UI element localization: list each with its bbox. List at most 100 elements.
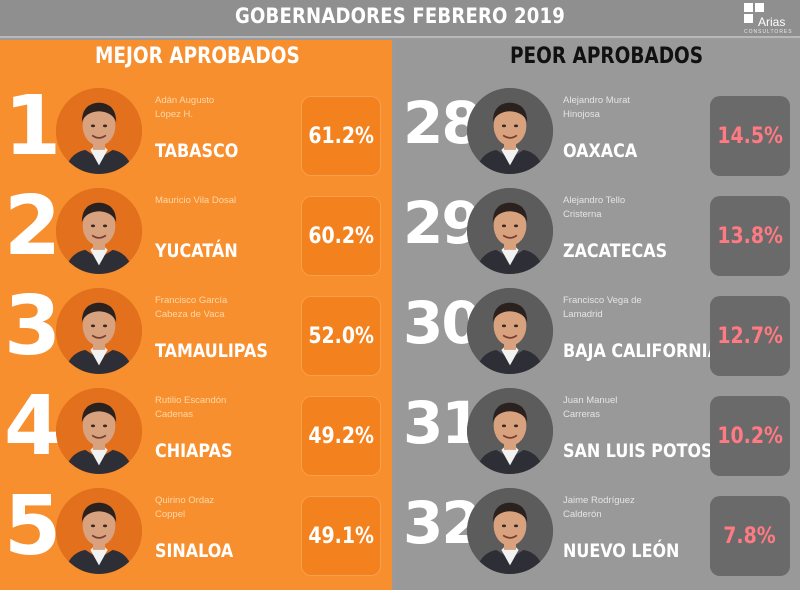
governor-name-line2: Lamadrid (563, 308, 603, 320)
governor-name-line1: Francisco García (155, 295, 228, 306)
logo-mark-icon (744, 3, 766, 25)
state-name: OAXACA (563, 140, 638, 162)
governor-photo (56, 488, 142, 574)
best-approved-panel: MEJOR APROBADOS 1 Adán Augusto López H. TAB… (0, 40, 392, 590)
state-name: SINALOA (155, 540, 234, 562)
governor-photo (467, 288, 553, 374)
approval-box: 60.2% (301, 196, 381, 276)
governor-name-line2: López H. (155, 108, 194, 120)
governor-name: Alejandro Murat Hinojosa (563, 94, 630, 122)
header-bar: GOBERNADORES FEBRERO 2019 Arias CONSULTO… (0, 0, 800, 38)
governor-name: Jaime Rodríguez Calderón (563, 494, 635, 522)
governor-photo (56, 88, 142, 174)
governor-photo (467, 188, 553, 274)
page-title: GOBERNADORES FEBRERO 2019 (235, 4, 565, 28)
governor-photo (56, 288, 142, 374)
approval-percentage: 49.1% (308, 523, 374, 549)
approval-percentage: 14.5% (717, 123, 783, 149)
rank-number: 1 (4, 79, 62, 174)
governor-name-line1: Francisco Vega de (563, 295, 642, 306)
governor-name: Adán Augusto López H. (155, 94, 214, 122)
governor-name-line2: Cristerna (563, 208, 602, 220)
state-name: TAMAULIPAS (155, 340, 268, 362)
governor-name-line1: Alejandro Murat (563, 95, 631, 106)
approval-percentage: 12.7% (717, 323, 783, 349)
governor-portrait-icon (467, 188, 553, 274)
approval-box: 10.2% (710, 396, 790, 476)
governor-name-line2: Cabeza de Vaca (155, 308, 225, 320)
governor-photo (467, 88, 553, 174)
state-name: CHIAPAS (155, 440, 233, 462)
approval-box: 49.2% (301, 396, 381, 476)
logo-text: Arias (758, 15, 786, 29)
governor-portrait-icon (56, 188, 142, 274)
governor-portrait-icon (56, 388, 142, 474)
governor-portrait-icon (56, 488, 142, 574)
governor-portrait-icon (56, 288, 142, 374)
governor-photo (467, 488, 553, 574)
approval-box: 7.8% (710, 496, 790, 576)
state-name: NUEVO LEÓN (563, 540, 680, 562)
governor-name-line1: Mauricio Vila Dosal (155, 195, 237, 206)
governor-portrait-icon (467, 388, 553, 474)
approval-percentage: 10.2% (717, 423, 783, 449)
governor-name-line1: Alejandro Tello (563, 195, 626, 206)
governor-name: Francisco Vega de Lamadrid (563, 294, 642, 322)
governor-portrait-icon (467, 88, 553, 174)
governor-row: 2 Mauricio Vila Dosal YUCATÁN 60.2% (0, 184, 392, 284)
governor-row: 3 Francisco García Cabeza de Vaca TAMAULIPA… (0, 284, 392, 384)
governor-name-line2: Calderón (563, 508, 602, 520)
approval-box: 61.2% (301, 96, 381, 176)
approval-percentage: 52.0% (308, 323, 374, 349)
rank-number: 5 (4, 479, 62, 574)
approval-box: 52.0% (301, 296, 381, 376)
governor-name-line1: Adán Augusto (155, 95, 215, 106)
best-approved-title: MEJOR APROBADOS (95, 44, 300, 69)
governor-photo (56, 388, 142, 474)
governor-row: 5 Quirino Ordaz Coppel SINALOA 49.1% (0, 484, 392, 584)
governor-portrait-icon (56, 88, 142, 174)
worst-approved-title: PEOR APROBADOS (510, 44, 704, 69)
governor-photo (467, 388, 553, 474)
rank-number: 2 (4, 179, 62, 274)
approval-percentage: 61.2% (308, 123, 374, 149)
governor-name-line2: Carreras (563, 408, 600, 420)
governor-name: Juan Manuel Carreras (563, 394, 617, 422)
governor-name: Alejandro Tello Cristerna (563, 194, 625, 222)
governor-name-line1: Juan Manuel (563, 395, 618, 406)
governor-row: 30 Francisco Vega de Lamadrid BAJA CALIFORN… (395, 284, 800, 384)
approval-percentage: 7.8% (723, 523, 777, 549)
approval-percentage: 13.8% (717, 223, 783, 249)
state-name: ZACATECAS (563, 240, 668, 262)
worst-approved-panel: PEOR APROBADOS 28 Alejandro Murat Hinojosa… (395, 40, 800, 590)
approval-box: 13.8% (710, 196, 790, 276)
governor-name: Mauricio Vila Dosal (155, 194, 236, 208)
state-name: SAN LUIS POTOSÍ (563, 440, 719, 462)
governor-row: 31 Juan Manuel Carreras SAN LUIS POTOSÍ 10.2… (395, 384, 800, 484)
governor-name: Rutilio Escandón Cadenas (155, 394, 226, 422)
governor-row: 28 Alejandro Murat Hinojosa OAXACA 14.5% (395, 84, 800, 184)
approval-percentage: 49.2% (308, 423, 374, 449)
state-name: TABASCO (155, 140, 239, 162)
governor-name-line1: Jaime Rodríguez (563, 495, 635, 506)
approval-percentage: 60.2% (308, 223, 374, 249)
state-name: BAJA CALIFORNIA (563, 340, 720, 362)
governor-name-line2: Cadenas (155, 408, 194, 420)
governor-portrait-icon (467, 288, 553, 374)
arias-logo: Arias CONSULTORES (744, 3, 796, 35)
governor-row: 32 Jaime Rodríguez Calderón NUEVO LEÓN 7.8% (395, 484, 800, 584)
logo-subtext: CONSULTORES (744, 29, 793, 35)
rank-number: 3 (4, 279, 62, 374)
governor-name-line2: Coppel (155, 508, 186, 520)
governor-name-line1: Quirino Ordaz (155, 495, 215, 506)
rank-number: 4 (4, 379, 62, 474)
approval-box: 49.1% (301, 496, 381, 576)
governor-name-line2: Hinojosa (563, 108, 600, 120)
governor-photo (56, 188, 142, 274)
approval-box: 14.5% (710, 96, 790, 176)
governor-name: Francisco García Cabeza de Vaca (155, 294, 227, 322)
governor-name: Quirino Ordaz Coppel (155, 494, 214, 522)
governor-row: 1 Adán Augusto López H. TABASCO 61.2% (0, 84, 392, 184)
approval-box: 12.7% (710, 296, 790, 376)
governor-row: 29 Alejandro Tello Cristerna ZACATECAS 13.8% (395, 184, 800, 284)
